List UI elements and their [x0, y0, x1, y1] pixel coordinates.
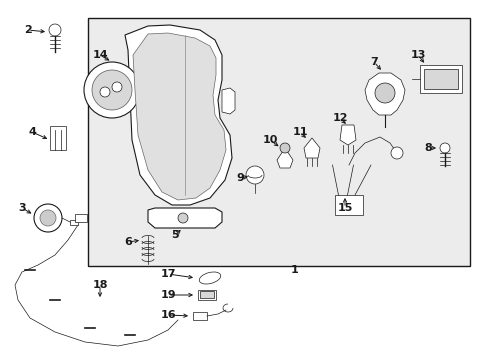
Circle shape	[245, 166, 264, 184]
Polygon shape	[222, 88, 235, 114]
Bar	[50, 126, 66, 150]
Circle shape	[439, 143, 449, 153]
Text: 19: 19	[160, 290, 176, 300]
Circle shape	[40, 210, 56, 226]
Circle shape	[49, 24, 61, 36]
Ellipse shape	[199, 272, 220, 284]
Bar	[75, 214, 87, 222]
Text: 17: 17	[160, 269, 175, 279]
Circle shape	[84, 62, 140, 118]
Text: 5: 5	[171, 230, 179, 240]
Bar	[88, 18, 469, 266]
Circle shape	[112, 82, 122, 92]
Circle shape	[178, 213, 187, 223]
Polygon shape	[339, 125, 355, 145]
Circle shape	[100, 87, 110, 97]
Text: 10: 10	[262, 135, 277, 145]
Polygon shape	[304, 138, 319, 158]
Bar	[193, 312, 206, 320]
Text: 9: 9	[236, 173, 244, 183]
Polygon shape	[276, 148, 292, 168]
Text: 3: 3	[18, 203, 26, 213]
Bar	[419, 65, 461, 93]
Bar	[70, 220, 78, 225]
Circle shape	[374, 83, 394, 103]
Circle shape	[92, 70, 132, 110]
Text: 15: 15	[337, 203, 352, 213]
Circle shape	[390, 147, 402, 159]
Bar	[423, 69, 457, 89]
Bar	[334, 195, 362, 215]
Text: 6: 6	[124, 237, 132, 247]
Text: 1: 1	[290, 265, 298, 275]
Text: 16: 16	[160, 310, 176, 320]
Bar	[200, 291, 214, 298]
Circle shape	[280, 143, 289, 153]
Text: 7: 7	[369, 57, 377, 67]
Text: 12: 12	[331, 113, 347, 123]
Polygon shape	[125, 25, 231, 205]
Text: 8: 8	[423, 143, 431, 153]
Polygon shape	[148, 208, 222, 228]
Polygon shape	[133, 33, 225, 200]
Text: 18: 18	[92, 280, 107, 290]
Polygon shape	[364, 73, 404, 115]
Text: 11: 11	[292, 127, 307, 137]
Circle shape	[34, 204, 62, 232]
Text: 14: 14	[92, 50, 107, 60]
Text: 2: 2	[24, 25, 32, 35]
Text: 4: 4	[28, 127, 36, 137]
Bar	[198, 290, 216, 300]
Text: 13: 13	[409, 50, 425, 60]
